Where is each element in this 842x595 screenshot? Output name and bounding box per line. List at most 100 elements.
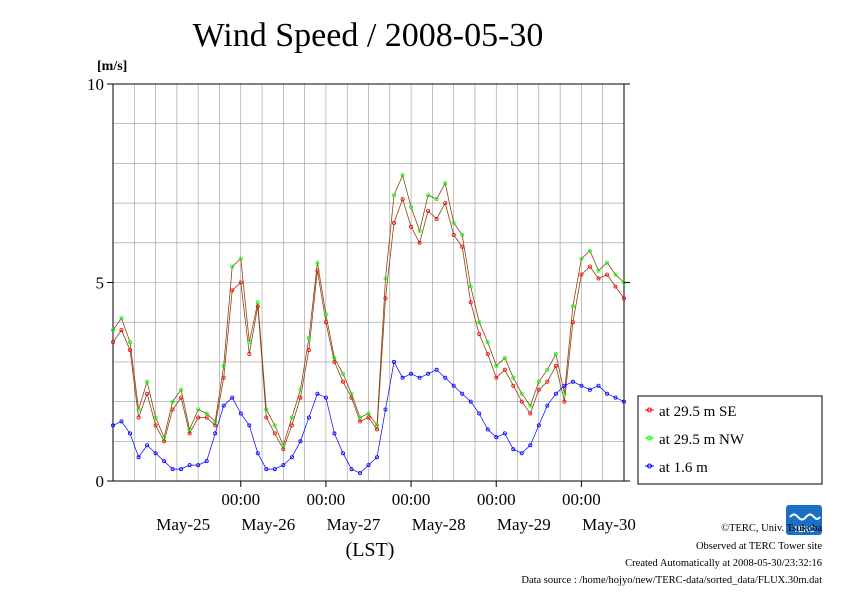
data-point <box>230 264 235 269</box>
data-point <box>111 328 116 333</box>
data-point <box>426 193 431 198</box>
legend-label: at 1.6 m <box>659 460 708 476</box>
data-point <box>477 411 482 416</box>
data-point <box>536 387 541 392</box>
legend-label: at 29.5 m SE <box>659 404 737 420</box>
data-point <box>502 367 507 372</box>
data-point <box>179 387 184 392</box>
data-point <box>596 276 601 281</box>
data-point <box>281 463 286 468</box>
series-line <box>112 197 625 451</box>
data-point <box>451 383 456 388</box>
data-point <box>298 439 303 444</box>
data-point <box>528 443 533 448</box>
data-point <box>357 419 362 424</box>
data-point <box>528 403 533 408</box>
data-point <box>247 423 252 428</box>
data-point <box>187 463 192 468</box>
data-point <box>264 467 269 472</box>
data-point <box>264 415 269 420</box>
data-point <box>136 415 141 420</box>
data-point <box>536 423 541 428</box>
data-point <box>221 363 226 368</box>
data-point <box>443 181 448 186</box>
data-point <box>502 355 507 360</box>
day-label: May-25 <box>156 515 210 534</box>
data-point <box>238 256 243 261</box>
data-point <box>323 395 328 400</box>
data-point <box>111 423 116 428</box>
series-line <box>112 174 625 447</box>
data-point <box>204 415 209 420</box>
data-point <box>553 391 558 396</box>
data-point <box>613 395 618 400</box>
data-point <box>230 395 235 400</box>
data-point <box>417 375 422 380</box>
data-point <box>127 347 132 352</box>
series-0 <box>111 197 627 452</box>
data-point <box>127 431 132 436</box>
data-point <box>306 415 311 420</box>
data-point <box>162 459 167 464</box>
data-point <box>187 431 192 436</box>
data-point <box>272 431 277 436</box>
x-axis-label: (LST) <box>346 539 395 561</box>
data-point <box>213 419 218 424</box>
data-point <box>605 260 610 265</box>
data-point <box>400 197 405 202</box>
data-point <box>255 300 260 305</box>
data-point <box>170 467 175 472</box>
data-point <box>460 232 465 237</box>
data-point <box>230 288 235 293</box>
day-label: May-27 <box>327 515 381 534</box>
data-point <box>511 447 516 452</box>
data-point <box>145 379 150 384</box>
data-point <box>145 443 150 448</box>
data-point <box>579 383 584 388</box>
data-point <box>426 371 431 376</box>
data-point <box>545 403 550 408</box>
data-point <box>383 276 388 281</box>
data-point <box>204 411 209 416</box>
data-point <box>494 363 499 368</box>
data-point <box>153 423 158 428</box>
data-point <box>434 197 439 202</box>
data-point <box>622 280 627 285</box>
data-point <box>570 304 575 309</box>
data-point <box>179 467 184 472</box>
data-point <box>511 375 516 380</box>
day-label: May-30 <box>582 515 636 534</box>
legend-marker <box>647 463 652 469</box>
data-point <box>613 272 618 277</box>
data-point <box>264 407 269 412</box>
data-point <box>409 224 414 229</box>
data-point <box>485 340 490 345</box>
data-point <box>451 232 456 237</box>
data-point <box>238 411 243 416</box>
data-point <box>622 296 627 301</box>
data-series <box>111 173 627 476</box>
data-point <box>460 391 465 396</box>
data-point <box>272 423 277 428</box>
data-point <box>272 467 277 472</box>
data-point <box>162 435 167 440</box>
data-point <box>477 332 482 337</box>
data-point <box>204 459 209 464</box>
data-point <box>255 451 260 456</box>
data-point <box>221 403 226 408</box>
y-tick-label: 5 <box>96 274 105 293</box>
data-point <box>196 407 201 412</box>
data-point <box>391 359 396 364</box>
data-point <box>587 387 592 392</box>
data-point <box>374 427 379 432</box>
day-label: May-26 <box>241 515 295 534</box>
data-point <box>400 173 405 178</box>
y-tick-label: 0 <box>96 472 105 491</box>
legend-label: at 29.5 m NW <box>659 432 745 448</box>
data-point <box>196 463 201 468</box>
data-point <box>468 399 473 404</box>
data-point <box>613 284 618 289</box>
data-point <box>622 399 627 404</box>
data-point <box>451 220 456 225</box>
